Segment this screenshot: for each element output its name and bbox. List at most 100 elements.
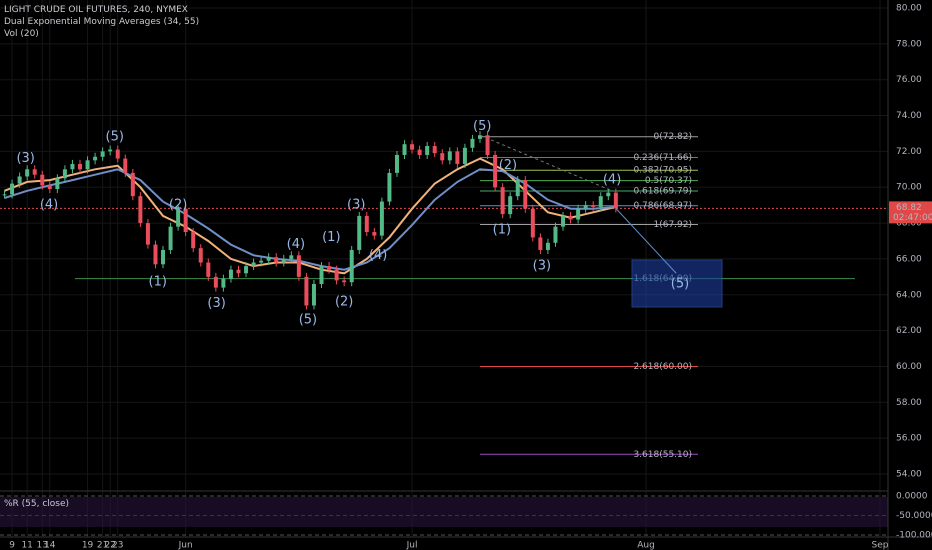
candle	[70, 163, 75, 170]
candle	[576, 208, 581, 220]
candle	[145, 223, 150, 245]
target-box	[631, 259, 723, 308]
y-tick-label: 62.00	[896, 326, 922, 336]
y-tick-label: 74.00	[896, 111, 922, 121]
candle	[85, 160, 90, 170]
candle	[538, 237, 543, 250]
fib-label: 0.236(71.66)	[633, 153, 692, 163]
candle	[553, 226, 558, 243]
y-tick-label: 68.00	[896, 219, 922, 229]
wave-label: (1)	[149, 275, 167, 290]
y-tick-label: 58.00	[896, 398, 922, 408]
candle	[198, 248, 203, 263]
indicator-label: %R (55, close)	[4, 499, 69, 509]
candle	[93, 156, 98, 161]
candle	[561, 215, 566, 227]
candle	[25, 169, 30, 177]
x-tick-label: 14	[44, 541, 56, 550]
x-tick-label: 21	[97, 541, 108, 550]
candle	[364, 215, 369, 233]
wave-label: (4)	[40, 198, 58, 213]
candle	[425, 146, 430, 155]
candle	[613, 192, 618, 209]
wave-line	[615, 208, 677, 274]
candle	[138, 196, 143, 224]
candle	[500, 187, 505, 215]
wave-label: (3)	[533, 259, 551, 274]
candle	[493, 154, 498, 188]
candle	[2, 194, 7, 196]
x-tick-label: 19	[82, 541, 94, 550]
candle	[319, 266, 324, 285]
fib-label: 0.786(68.97)	[633, 201, 692, 211]
candle	[357, 215, 362, 250]
candle	[266, 257, 271, 261]
y-tick-label: 78.00	[896, 39, 922, 49]
chart-title: LIGHT CRUDE OIL FUTURES, 240, NYMEX	[4, 5, 188, 15]
wave-label: (2)	[335, 294, 353, 309]
wave-label: (5)	[671, 277, 689, 292]
candle	[17, 176, 22, 184]
candle	[402, 144, 407, 155]
wave-label: (3)	[207, 296, 225, 311]
candle	[470, 138, 475, 148]
candle	[47, 185, 52, 190]
fib-label: 0.382(70.95)	[633, 166, 692, 176]
candle	[213, 276, 218, 288]
candle	[228, 269, 233, 279]
candle	[130, 172, 135, 197]
x-tick-label: Jun	[178, 541, 193, 550]
wave-label: (1)	[322, 230, 340, 245]
candle	[591, 205, 596, 207]
countdown-label: 02:47:00	[893, 213, 932, 223]
candle	[447, 151, 452, 161]
y2-tick-label: -100.0000	[896, 531, 932, 541]
candle	[372, 232, 377, 236]
candle	[281, 258, 286, 263]
candle	[598, 196, 603, 207]
wave-label: (2)	[499, 158, 517, 173]
candle	[387, 172, 392, 202]
y-tick-label: 80.00	[896, 4, 922, 14]
candle	[545, 242, 550, 250]
subtitle: Dual Exponential Moving Averages (34, 55…	[4, 17, 199, 27]
candle	[349, 249, 354, 283]
candle	[78, 163, 82, 170]
candle	[342, 280, 347, 283]
y-tick-label: 60.00	[896, 362, 922, 372]
fib-label: 0(72.82)	[653, 132, 692, 142]
volume-label: Vol (20)	[4, 29, 39, 39]
price-tag	[889, 201, 932, 224]
candle	[55, 178, 60, 190]
y-tick-label: 66.00	[896, 254, 922, 264]
fib-label: 0.618(69.79)	[633, 186, 692, 196]
wave-label: (5)	[473, 119, 491, 134]
candle	[334, 269, 339, 281]
x-tick-label: 13	[37, 541, 48, 550]
x-tick-label: 9	[9, 541, 15, 550]
candle	[296, 255, 301, 277]
candle	[123, 158, 128, 173]
wave-label: (4)	[287, 237, 305, 252]
candle	[304, 276, 309, 306]
candle	[161, 249, 166, 265]
y-tick-label: 54.00	[896, 470, 922, 480]
candle	[221, 278, 226, 288]
wave-label: (2)	[169, 198, 187, 213]
candle	[62, 169, 67, 179]
candle	[530, 208, 535, 238]
candle	[176, 208, 181, 227]
candle	[455, 151, 460, 164]
candle	[568, 215, 573, 220]
candle	[10, 183, 15, 195]
wave-label: (5)	[299, 312, 317, 327]
candle	[289, 255, 294, 259]
ema-line	[4, 168, 616, 271]
candle	[417, 149, 422, 155]
wave-label: (5)	[106, 130, 124, 145]
candle	[115, 149, 120, 159]
fib-label: 0.5(70.37)	[645, 176, 692, 186]
candle	[440, 153, 445, 161]
